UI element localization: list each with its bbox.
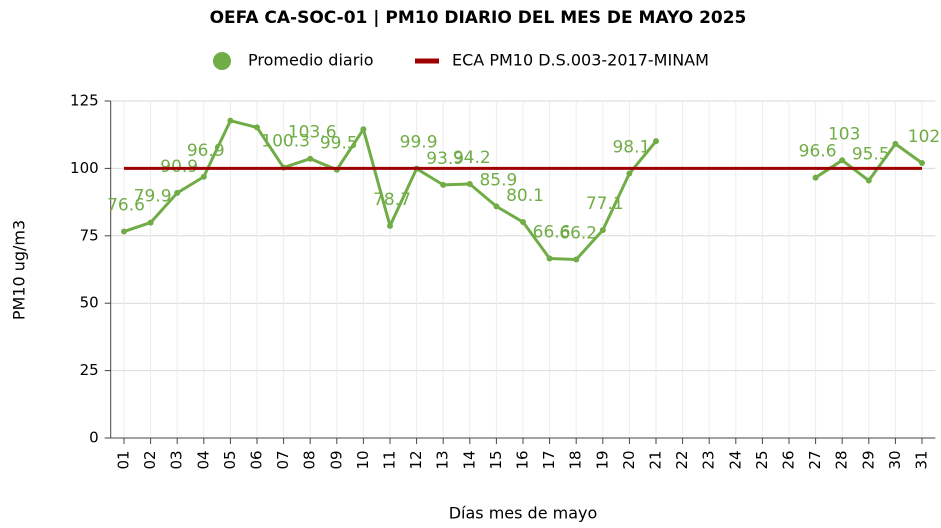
x-tick-label: 31 [913, 450, 931, 469]
data-point [440, 181, 447, 188]
data-point [626, 170, 633, 177]
x-tick-label: 18 [567, 450, 585, 469]
data-point [839, 157, 846, 164]
data-point [227, 117, 234, 124]
x-tick-label: 09 [327, 450, 345, 469]
x-tick-label: 26 [780, 450, 798, 469]
x-tick-label: 20 [620, 450, 638, 469]
x-axis-label: Días mes de mayo [449, 504, 598, 523]
data-point [599, 227, 606, 234]
x-tick-label: 21 [647, 450, 665, 469]
x-tick-label: 25 [753, 450, 771, 469]
data-label: 99.5 [320, 134, 358, 154]
y-tick-label: 100 [70, 159, 99, 177]
data-label: 79.9 [134, 187, 172, 207]
x-tick-label: 23 [700, 450, 718, 469]
x-tick-label: 03 [168, 450, 186, 469]
y-tick-label: 125 [70, 92, 99, 110]
x-tick-label: 29 [859, 450, 877, 469]
data-point [174, 189, 181, 196]
data-label: 98.1 [612, 138, 650, 158]
y-tick-label: 75 [80, 226, 99, 244]
x-tick-label: 27 [806, 450, 824, 469]
x-tick-label: 04 [194, 450, 212, 469]
x-tick-label: 07 [274, 450, 292, 469]
x-tick-label: 11 [381, 450, 399, 469]
data-point [254, 124, 260, 131]
x-tick-label: 24 [726, 450, 744, 469]
y-axis-label: PM10 ug/m3 [10, 220, 29, 320]
data-label: 66.6 [533, 222, 571, 242]
legend-marker [213, 52, 231, 70]
data-label: 96.6 [799, 142, 837, 162]
y-tick-label: 0 [89, 429, 99, 447]
x-tick-label: 22 [673, 450, 691, 469]
data-label: 100.3 [261, 132, 310, 152]
data-point [865, 177, 872, 184]
x-tick-label: 28 [833, 450, 851, 469]
x-tick-label: 14 [460, 450, 478, 469]
x-tick-label: 05 [221, 450, 239, 469]
data-point [147, 219, 154, 226]
data-point [121, 228, 127, 235]
data-point [573, 256, 580, 263]
y-tick-label: 25 [80, 361, 99, 379]
data-label: 93.9 [426, 149, 464, 169]
data-point [520, 219, 526, 226]
data-point [307, 155, 314, 162]
data-point [919, 160, 925, 167]
data-label: 102 [908, 127, 940, 147]
data-point [812, 174, 819, 181]
data-point [493, 203, 500, 210]
x-tick-label: 19 [593, 450, 611, 469]
x-tick-label: 13 [434, 450, 452, 469]
x-tick-label: 30 [886, 450, 904, 469]
data-label: 96.9 [187, 141, 225, 161]
data-label: 85.9 [479, 170, 517, 190]
data-label: 103 [828, 124, 860, 144]
data-point [892, 140, 899, 147]
y-tick-label: 50 [80, 294, 99, 312]
data-label: 95.5 [852, 145, 890, 165]
x-tick-label: 02 [141, 450, 159, 469]
x-tick-label: 01 [115, 450, 133, 469]
data-point [546, 255, 553, 262]
data-label: 66.2 [559, 224, 597, 244]
data-point [200, 173, 207, 180]
x-tick-label: 06 [248, 450, 266, 469]
data-label: 103.6 [288, 123, 337, 143]
x-tick-label: 15 [487, 450, 505, 469]
data-point [387, 222, 393, 229]
x-tick-label: 10 [354, 450, 372, 469]
data-point [360, 126, 367, 133]
data-point [466, 181, 473, 188]
x-tick-label: 08 [301, 450, 319, 469]
x-tick-label: 12 [407, 450, 425, 469]
legend-label: ECA PM10 D.S.003-2017-MINAM [452, 51, 709, 70]
x-tick-label: 16 [514, 450, 532, 469]
data-label: 78.7 [373, 190, 411, 210]
x-tick-label: 17 [540, 450, 558, 469]
legend-label: Promedio diario [248, 51, 374, 70]
data-label: 80.1 [506, 186, 544, 206]
chart-title: OEFA CA-SOC-01 | PM10 DIARIO DEL MES DE … [210, 8, 747, 28]
data-label: 77.1 [586, 194, 624, 214]
data-label: 76.6 [107, 195, 145, 215]
data-point [653, 138, 659, 145]
data-label: 99.9 [400, 133, 438, 153]
data-label: 94.2 [453, 148, 491, 168]
